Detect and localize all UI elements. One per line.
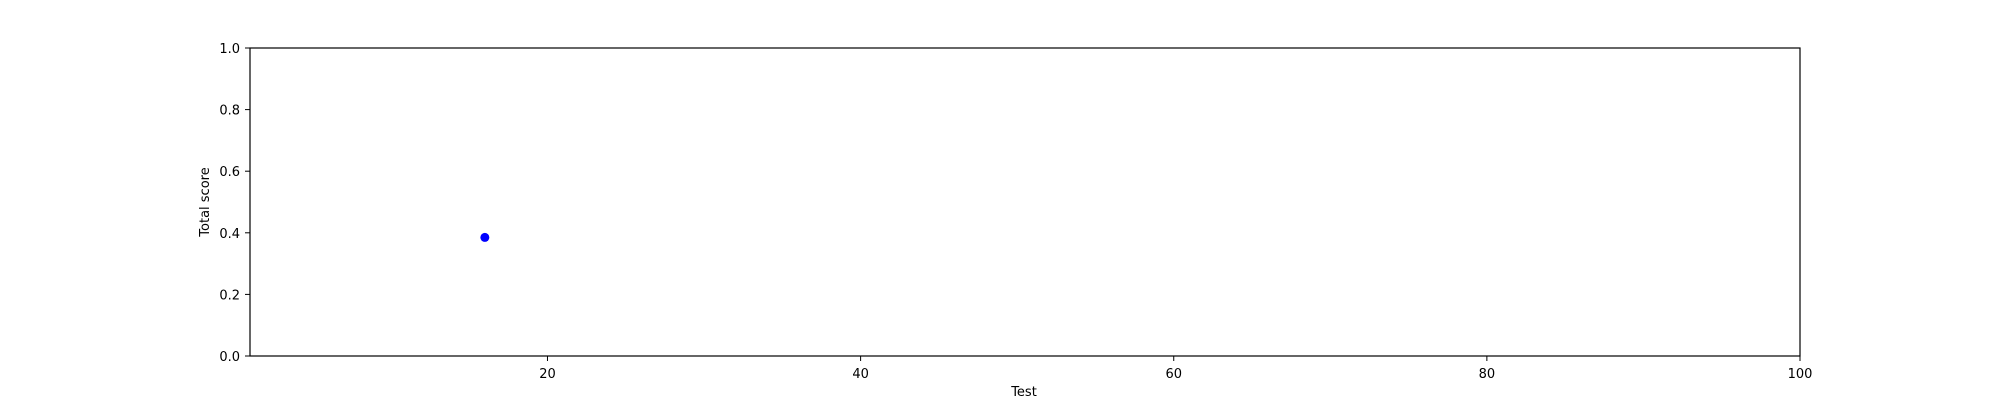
scatter-point [480,232,490,242]
x-tick-label: 100 [1788,367,1813,382]
y-tick-label: 0.8 [219,104,240,119]
x-axis-label: Test [1010,385,1037,400]
x-tick-label: 20 [539,367,556,382]
x-tick-label: 40 [852,367,869,382]
y-tick-label: 0.2 [219,288,240,303]
plot-frame [249,47,1801,357]
y-tick-label: 0.4 [219,227,240,242]
y-tick-label: 0.0 [219,350,240,365]
plot-area [250,48,1800,356]
y-tick-label: 1.0 [219,42,240,57]
x-tick-label: 80 [1479,367,1496,382]
x-axis-ticks: 20 40 60 80 100 [539,356,1812,382]
data-points [480,232,490,242]
y-tick-label: 0.6 [219,165,240,180]
y-axis-ticks: 0.0 0.2 0.4 0.6 0.8 1.0 [219,42,250,365]
y-axis-label: Total score [198,167,213,237]
x-tick-label: 60 [1165,367,1182,382]
